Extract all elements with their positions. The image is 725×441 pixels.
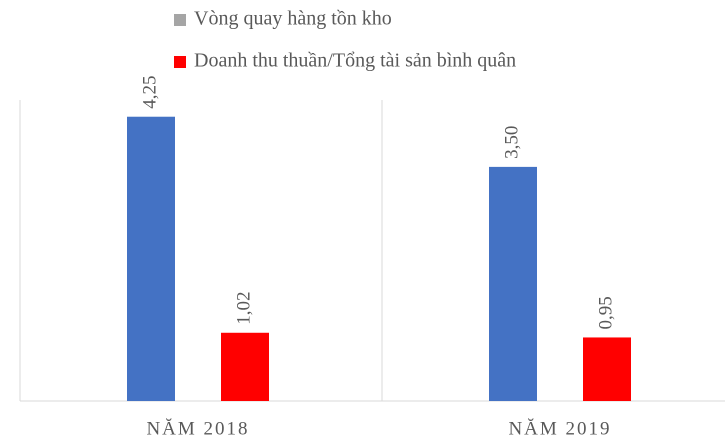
x-tick-label: NĂM 2019 bbox=[508, 418, 611, 439]
legend-swatch bbox=[174, 56, 186, 68]
data-label: 0,95 bbox=[595, 296, 616, 329]
legend-label: Vòng quay hàng tồn kho bbox=[194, 8, 392, 30]
legend-swatch bbox=[174, 14, 186, 26]
data-label: 3,50 bbox=[501, 126, 522, 159]
x-tick-label: NĂM 2018 bbox=[146, 418, 249, 439]
bar bbox=[583, 337, 631, 401]
bar bbox=[221, 332, 269, 401]
data-label: 4,25 bbox=[139, 75, 160, 108]
bar bbox=[489, 166, 537, 401]
legend-label: Doanh thu thuần/Tổng tài sản bình quân bbox=[194, 50, 516, 72]
data-label: 1,02 bbox=[233, 292, 254, 325]
bar bbox=[127, 116, 175, 401]
